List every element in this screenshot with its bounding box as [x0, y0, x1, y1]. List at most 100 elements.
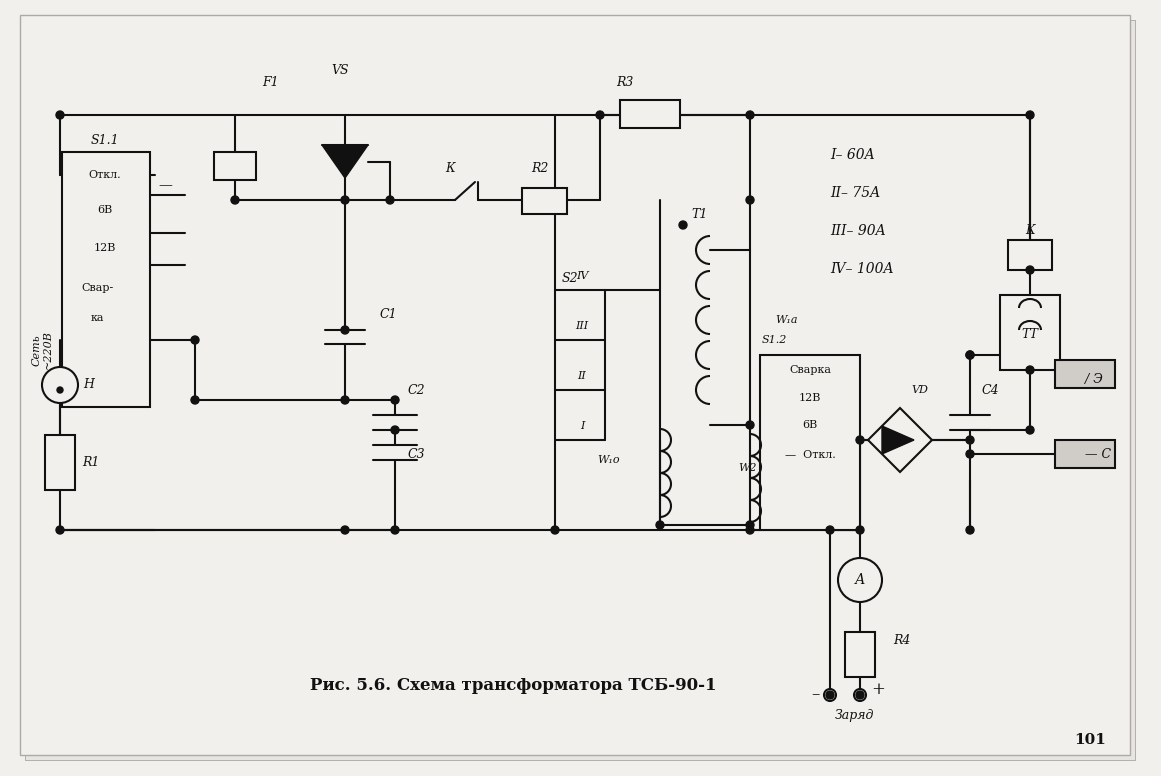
Circle shape [1026, 426, 1034, 434]
Circle shape [838, 558, 882, 602]
Circle shape [56, 111, 64, 119]
Polygon shape [322, 145, 368, 178]
Polygon shape [868, 408, 932, 472]
Circle shape [391, 526, 399, 534]
Circle shape [824, 689, 836, 701]
Text: –: – [810, 687, 820, 704]
Text: Заряд: Заряд [835, 708, 874, 722]
Circle shape [825, 526, 834, 534]
Text: —  Откл.: — Откл. [785, 450, 836, 460]
Text: VD: VD [911, 385, 929, 395]
Text: F1: F1 [261, 75, 279, 88]
Text: C1: C1 [380, 309, 397, 321]
Text: IV: IV [576, 271, 589, 281]
Bar [845, 632, 875, 677]
Text: 101: 101 [1074, 733, 1106, 747]
Text: 6В: 6В [98, 205, 113, 215]
Bar [522, 188, 567, 214]
Circle shape [57, 387, 63, 393]
Text: / Э: / Э [1086, 373, 1103, 386]
Circle shape [1026, 266, 1034, 274]
Circle shape [391, 426, 399, 434]
Circle shape [1026, 111, 1034, 119]
Text: +: + [871, 681, 885, 698]
Circle shape [192, 336, 199, 344]
Bar [1008, 240, 1052, 270]
Text: II– 75A: II– 75A [830, 186, 880, 200]
Circle shape [341, 396, 349, 404]
Circle shape [966, 351, 974, 359]
Polygon shape [882, 426, 914, 454]
Text: ка: ка [91, 313, 103, 323]
Circle shape [56, 526, 64, 534]
Circle shape [854, 689, 866, 701]
Text: C4: C4 [981, 383, 998, 397]
Text: Свар-: Свар- [81, 283, 113, 293]
Bar [620, 100, 680, 128]
Text: IV– 100A: IV– 100A [830, 262, 894, 276]
Text: W₁о: W₁о [598, 455, 620, 465]
Text: W2: W2 [738, 463, 757, 473]
Circle shape [966, 526, 974, 534]
Circle shape [341, 326, 349, 334]
Text: — С: — С [1086, 449, 1111, 462]
Circle shape [747, 521, 753, 529]
Circle shape [856, 691, 864, 699]
Circle shape [966, 436, 974, 444]
Circle shape [341, 526, 349, 534]
Text: R1: R1 [82, 456, 100, 469]
Circle shape [747, 421, 753, 429]
Text: W₁а: W₁а [776, 315, 798, 325]
Circle shape [231, 196, 239, 204]
Bar [760, 355, 860, 530]
Bar [45, 435, 75, 490]
Bar [1055, 440, 1115, 468]
Text: R4: R4 [893, 633, 910, 646]
Circle shape [679, 221, 687, 229]
Text: R3: R3 [616, 75, 634, 88]
Text: А: А [854, 573, 865, 587]
Circle shape [856, 436, 864, 444]
Text: I– 60A: I– 60A [830, 148, 874, 162]
Text: К: К [445, 161, 455, 175]
Circle shape [385, 196, 394, 204]
Text: Откл.: Откл. [88, 170, 121, 180]
Circle shape [391, 396, 399, 404]
Circle shape [42, 367, 78, 403]
Circle shape [747, 111, 753, 119]
Text: 12В: 12В [799, 393, 821, 403]
Text: К: К [1025, 223, 1034, 237]
Text: TT: TT [1022, 328, 1038, 341]
Text: R2: R2 [532, 161, 549, 175]
Circle shape [341, 196, 349, 204]
Circle shape [747, 196, 753, 204]
Text: Сеть
~220В: Сеть ~220В [31, 331, 52, 369]
Circle shape [856, 526, 864, 534]
Text: C2: C2 [408, 383, 426, 397]
Bar [1000, 295, 1060, 370]
Text: 12В: 12В [94, 243, 116, 253]
Text: C3: C3 [408, 449, 426, 462]
Text: II: II [578, 371, 586, 381]
Text: S1.1: S1.1 [91, 133, 120, 147]
Text: 6В: 6В [802, 420, 817, 430]
Bar [62, 152, 150, 407]
Bar [214, 152, 255, 180]
Text: S1.2: S1.2 [762, 335, 787, 345]
Text: Н: Н [82, 379, 94, 392]
Circle shape [1026, 366, 1034, 374]
Text: —: — [158, 178, 172, 192]
Circle shape [825, 691, 834, 699]
Circle shape [192, 396, 199, 404]
Circle shape [551, 526, 558, 534]
Text: S2: S2 [562, 272, 578, 285]
Bar [1055, 360, 1115, 388]
Text: VS: VS [331, 64, 348, 77]
Circle shape [747, 526, 753, 534]
Text: Сварка: Сварка [789, 365, 831, 375]
Text: Рис. 5.6. Схема трансформатора ТСБ-90-1: Рис. 5.6. Схема трансформатора ТСБ-90-1 [310, 677, 716, 694]
Text: III: III [576, 321, 589, 331]
Circle shape [966, 450, 974, 458]
Text: T1: T1 [692, 209, 708, 221]
Circle shape [966, 351, 974, 359]
